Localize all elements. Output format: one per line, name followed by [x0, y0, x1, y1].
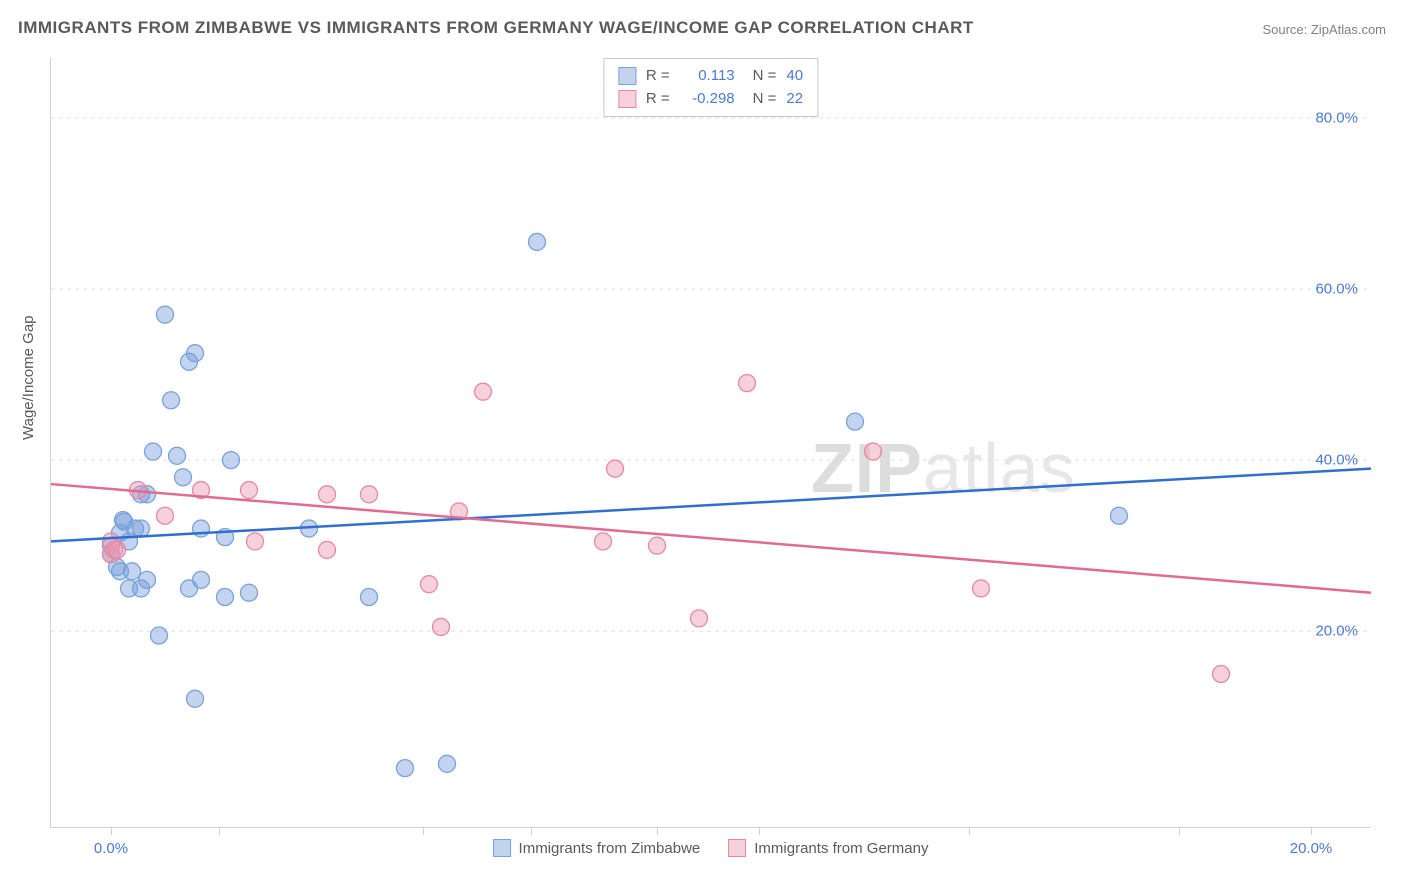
scatter-point [217, 589, 234, 606]
scatter-point [187, 690, 204, 707]
r-value: 0.113 [680, 65, 735, 88]
scatter-point [595, 533, 612, 550]
r-value: -0.298 [680, 88, 735, 111]
scatter-point [973, 580, 990, 597]
scatter-point [241, 584, 258, 601]
x-tick-mark [1179, 827, 1180, 835]
scatter-point [193, 571, 210, 588]
scatter-point [361, 486, 378, 503]
scatter-point [433, 618, 450, 635]
chart-title: IMMIGRANTS FROM ZIMBABWE VS IMMIGRANTS F… [18, 18, 974, 38]
scatter-point [847, 413, 864, 430]
y-tick-label: 60.0% [1315, 281, 1358, 298]
scatter-point [124, 563, 141, 580]
scatter-point [397, 760, 414, 777]
swatch-zimbabwe-icon [493, 839, 511, 857]
scatter-point [1111, 507, 1128, 524]
x-tick-mark [969, 827, 970, 835]
scatter-point [439, 755, 456, 772]
x-tick-mark [423, 827, 424, 835]
legend-label: Immigrants from Germany [754, 840, 928, 857]
scatter-point [145, 443, 162, 460]
scatter-point [151, 627, 168, 644]
scatter-point [175, 469, 192, 486]
stats-row-germany: R = -0.298 N = 22 [618, 88, 803, 111]
y-tick-label: 80.0% [1315, 109, 1358, 126]
scatter-point [139, 571, 156, 588]
legend-item-germany: Immigrants from Germany [728, 839, 928, 857]
plot-area: ZIPatlas R = 0.113 N = 40 R = -0.298 N =… [50, 58, 1370, 828]
n-label: N = [753, 88, 777, 111]
x-tick-mark [531, 827, 532, 835]
scatter-point [319, 541, 336, 558]
legend-item-zimbabwe: Immigrants from Zimbabwe [493, 839, 701, 857]
y-tick-label: 20.0% [1315, 623, 1358, 640]
stats-row-zimbabwe: R = 0.113 N = 40 [618, 65, 803, 88]
scatter-point [421, 576, 438, 593]
scatter-point [163, 392, 180, 409]
scatter-point [223, 452, 240, 469]
scatter-point [319, 486, 336, 503]
scatter-point [475, 383, 492, 400]
scatter-point [247, 533, 264, 550]
stats-legend: R = 0.113 N = 40 R = -0.298 N = 22 [603, 58, 818, 117]
scatter-point [529, 233, 546, 250]
scatter-point [607, 460, 624, 477]
y-tick-label: 40.0% [1315, 452, 1358, 469]
bottom-legend: Immigrants from Zimbabwe Immigrants from… [493, 839, 929, 857]
scatter-point [157, 306, 174, 323]
scatter-point [157, 507, 174, 524]
scatter-point [1213, 666, 1230, 683]
chart-svg [51, 58, 1370, 827]
x-tick-label: 0.0% [94, 840, 128, 857]
source-label: Source: ZipAtlas.com [1262, 22, 1386, 37]
scatter-point [187, 345, 204, 362]
swatch-germany-icon [618, 90, 636, 108]
x-tick-mark [657, 827, 658, 835]
scatter-point [865, 443, 882, 460]
scatter-point [691, 610, 708, 627]
legend-label: Immigrants from Zimbabwe [519, 840, 701, 857]
x-tick-mark [111, 827, 112, 835]
scatter-point [649, 537, 666, 554]
scatter-point [133, 520, 150, 537]
n-value: 22 [786, 88, 803, 111]
swatch-germany-icon [728, 839, 746, 857]
scatter-point [361, 589, 378, 606]
scatter-point [169, 447, 186, 464]
r-label: R = [646, 65, 670, 88]
n-value: 40 [786, 65, 803, 88]
scatter-point [109, 541, 126, 558]
r-label: R = [646, 88, 670, 111]
n-label: N = [753, 65, 777, 88]
x-tick-mark [759, 827, 760, 835]
x-tick-mark [1311, 827, 1312, 835]
x-tick-mark [219, 827, 220, 835]
y-axis-title: Wage/Income Gap [20, 315, 37, 440]
x-tick-label: 20.0% [1290, 840, 1333, 857]
scatter-point [241, 482, 258, 499]
scatter-point [739, 375, 756, 392]
swatch-zimbabwe-icon [618, 67, 636, 85]
trend-line [51, 469, 1371, 542]
